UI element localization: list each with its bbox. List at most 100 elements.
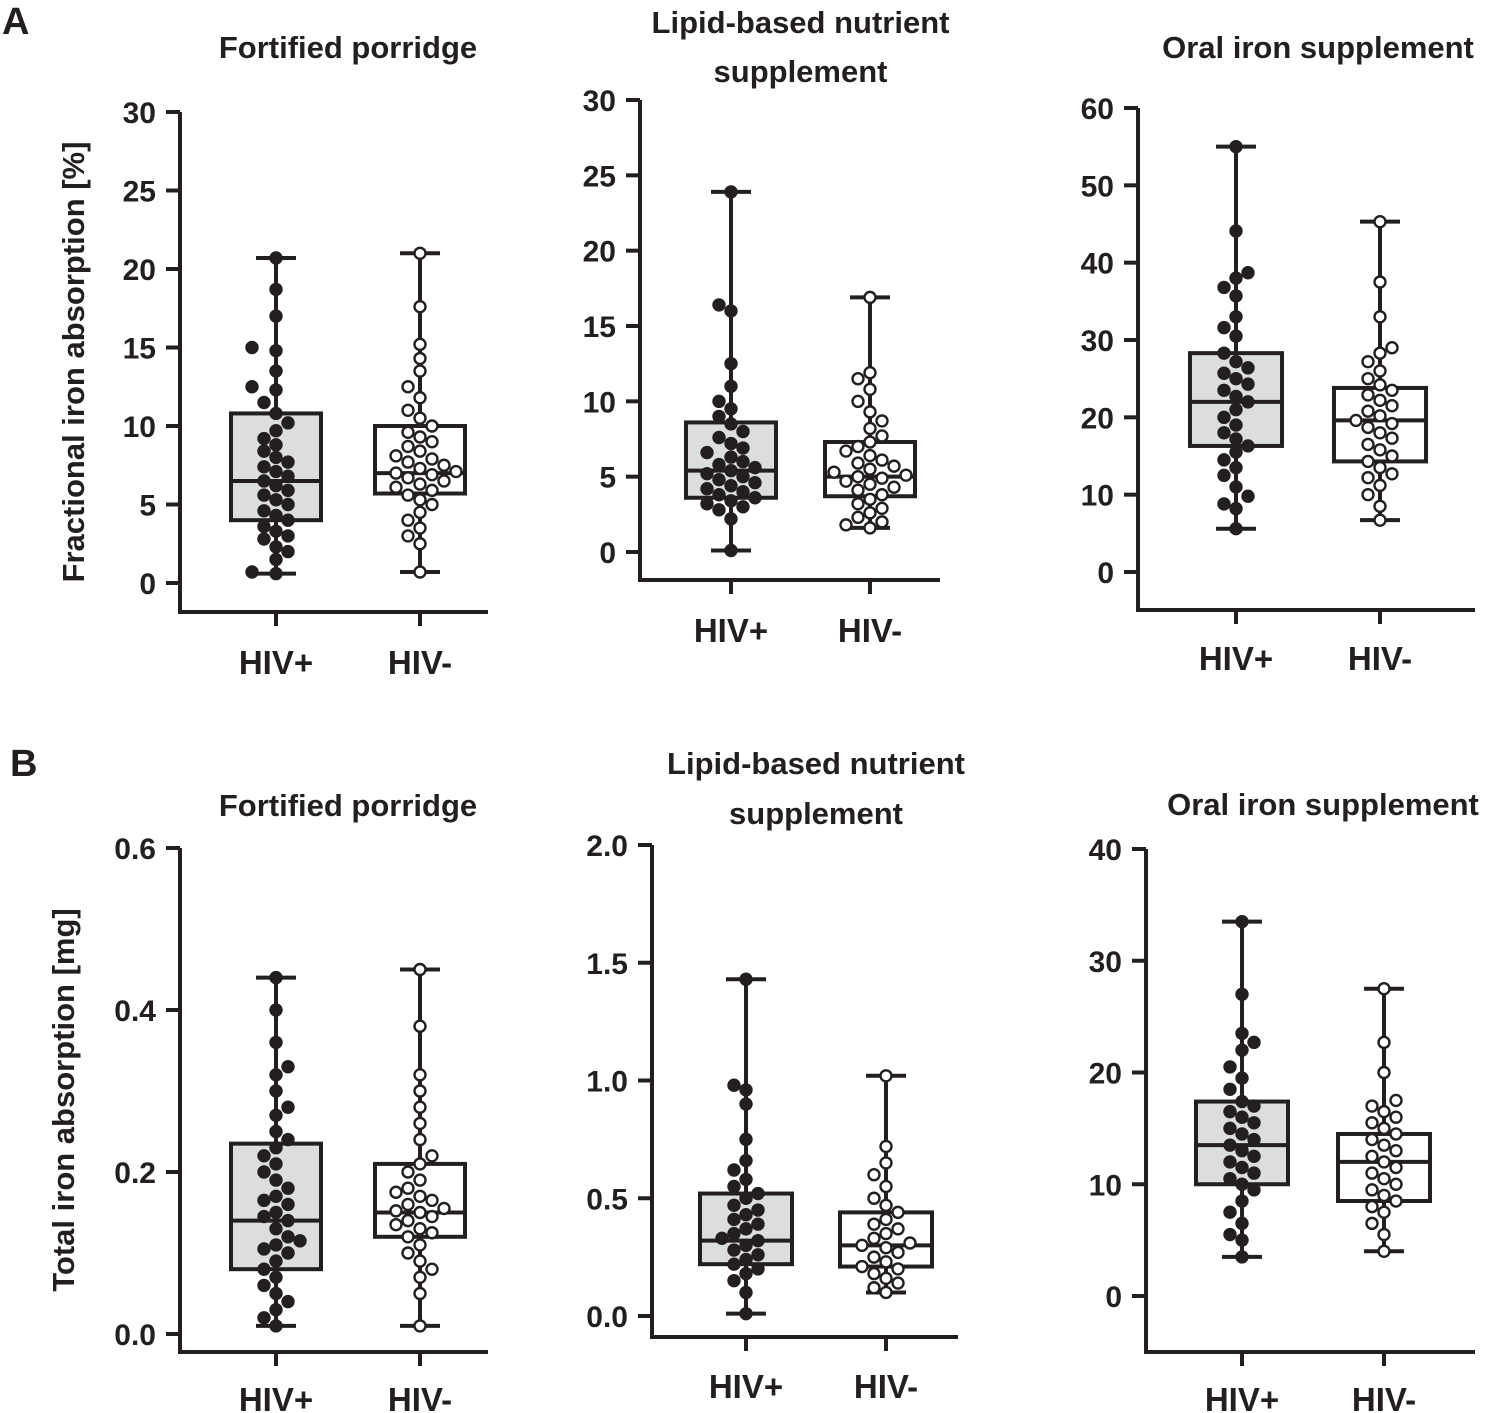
data-point: [1247, 1166, 1261, 1180]
data-point: [879, 1156, 893, 1170]
data-point: [1247, 1132, 1261, 1147]
data-point: [1377, 981, 1391, 996]
data-point: [269, 450, 283, 465]
y-tick-label: 40: [1081, 248, 1114, 281]
data-point: [413, 1254, 427, 1268]
data-point: [425, 1149, 439, 1163]
data-point: [712, 488, 726, 502]
data-point: [1385, 467, 1399, 481]
data-point: [413, 246, 427, 261]
data-point: [887, 480, 901, 494]
data-point: [401, 403, 415, 417]
data-point: [879, 1069, 893, 1083]
data-point: [891, 1276, 905, 1290]
x-tick-label: HIV+: [239, 644, 313, 681]
data-point: [899, 468, 913, 482]
data-point: [879, 1212, 893, 1227]
data-point: [269, 1140, 283, 1155]
data-point: [257, 1242, 271, 1256]
data-point: [1223, 1082, 1237, 1096]
data-point: [839, 444, 853, 458]
y-tick-label: 10: [123, 411, 156, 444]
data-point: [875, 515, 889, 529]
data-point: [281, 1197, 295, 1212]
data-point: [736, 500, 750, 514]
data-point: [269, 1319, 283, 1333]
data-point: [727, 1273, 741, 1288]
data-point: [1385, 399, 1399, 413]
data-point: [257, 1278, 271, 1293]
data-point: [727, 1163, 741, 1177]
data-point: [1373, 409, 1387, 423]
data-point: [449, 464, 463, 479]
data-point: [1373, 426, 1387, 440]
data-point: [1385, 383, 1399, 397]
data-point: [1377, 1065, 1391, 1080]
y-tick-label: 0: [139, 568, 156, 601]
data-point: [851, 439, 865, 454]
data-point: [389, 466, 403, 480]
data-point: [401, 513, 415, 527]
data-point: [1385, 431, 1399, 445]
data-point: [1229, 289, 1243, 303]
data-point: [401, 1246, 415, 1260]
data-point: [1365, 1116, 1379, 1130]
data-point: [712, 298, 726, 312]
y-tick-label: 10: [1089, 1169, 1122, 1202]
data-point: [1365, 1132, 1379, 1147]
y-tick-label: 50: [1081, 170, 1114, 203]
data-point: [1217, 320, 1231, 335]
data-point: [851, 469, 865, 484]
data-point: [727, 1257, 741, 1271]
data-point: [401, 488, 415, 502]
data-point: [1389, 1194, 1403, 1208]
data-point: [281, 1132, 295, 1147]
y-tick-label: 0: [1097, 557, 1114, 590]
y-axis-label-b: Total iron absorption [mg]: [46, 908, 81, 1291]
data-point: [875, 501, 889, 516]
data-point: [739, 972, 753, 986]
data-point: [269, 1238, 283, 1252]
data-point: [1377, 1188, 1391, 1203]
data-point: [851, 394, 865, 409]
y-tick-label: 30: [1089, 946, 1122, 979]
data-point: [839, 518, 853, 532]
data-point: [269, 1108, 283, 1123]
data-point: [1385, 341, 1399, 355]
data-point: [269, 383, 283, 397]
data-point: [389, 1204, 403, 1218]
data-point: [281, 1294, 295, 1309]
data-point: [1229, 371, 1243, 386]
data-point: [1235, 1160, 1249, 1175]
data-point: [1373, 310, 1387, 324]
data-point: [413, 521, 427, 535]
y-tick-label: 30: [1081, 325, 1114, 358]
data-point: [269, 524, 283, 538]
data-point: [401, 425, 415, 439]
data-point: [1235, 1043, 1249, 1057]
data-point: [1223, 1227, 1237, 1242]
data-point: [715, 1231, 729, 1245]
data-point: [281, 1059, 295, 1074]
data-point: [863, 382, 877, 396]
panel-letter-b: B: [10, 743, 37, 785]
data-point: [1217, 453, 1231, 467]
data-point: [748, 491, 762, 505]
data-point: [437, 1201, 451, 1216]
chart-b-lipid-supplement: Lipid-based nutrient supplement 0.0 0.5 1.0 1…: [586, 746, 965, 1405]
data-point: [425, 435, 439, 449]
data-point: [281, 1230, 295, 1244]
data-point: [903, 1236, 917, 1250]
data-point: [269, 1254, 283, 1268]
data-point: [751, 1217, 765, 1231]
data-point: [1365, 1199, 1379, 1214]
data-point: [269, 251, 283, 265]
data-point: [413, 430, 427, 444]
data-point: [269, 1157, 283, 1171]
data-point: [1229, 329, 1243, 343]
data-point: [281, 529, 295, 543]
data-point: [736, 469, 750, 484]
data-point: [425, 452, 439, 466]
data-point: [257, 504, 271, 518]
data-point: [413, 1286, 427, 1301]
